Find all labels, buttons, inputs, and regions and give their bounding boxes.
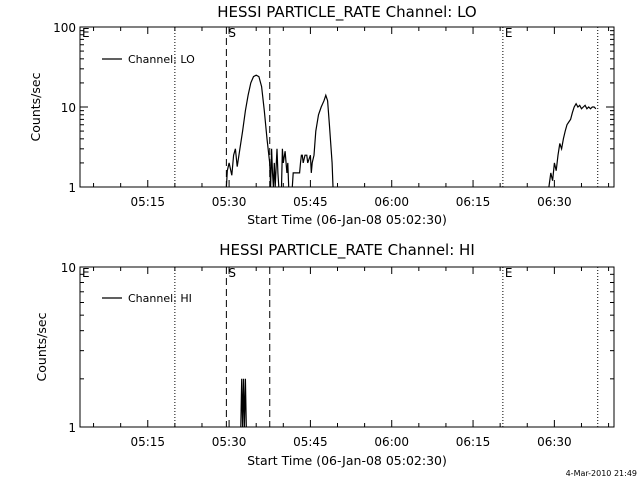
x-tick-label: 06:15 <box>456 195 491 209</box>
series-line <box>280 148 290 188</box>
y-axis-label: Counts/sec <box>28 72 43 141</box>
marker-label: S <box>228 266 236 280</box>
plot-frame <box>79 26 615 188</box>
x-tick-label: 06:30 <box>537 195 572 209</box>
x-axis-label: Start Time (06-Jan-08 05:02:30) <box>247 453 447 468</box>
marker-label: E <box>505 26 513 40</box>
chart-title: HESSI PARTICLE_RATE Channel: HI <box>219 241 475 260</box>
marker-label: E <box>82 266 90 280</box>
y-tick-label: 10 <box>61 101 76 115</box>
chart-title: HESSI PARTICLE_RATE Channel: LO <box>217 3 476 22</box>
x-tick-label: 06:30 <box>537 435 572 449</box>
plot-frame <box>79 266 615 428</box>
y-tick-label: 10 <box>61 261 76 275</box>
marker-label: E <box>505 266 513 280</box>
x-axis-label: Start Time (06-Jan-08 05:02:30) <box>247 212 447 227</box>
y-tick-label: 1 <box>68 181 76 195</box>
legend-label: Channel: HI <box>128 292 192 305</box>
x-tick-label: 05:30 <box>212 195 247 209</box>
x-tick-label: 06:00 <box>374 195 409 209</box>
series-line <box>291 93 334 188</box>
x-tick-label: 05:15 <box>130 435 165 449</box>
chart-panel-hi: HESSI PARTICLE_RATE Channel: HI Start Ti… <box>34 241 615 468</box>
x-tick-label: 05:15 <box>130 195 165 209</box>
x-tick-label: 05:30 <box>212 435 247 449</box>
y-tick-label: 1 <box>68 421 76 435</box>
x-tick-label: 06:00 <box>374 435 409 449</box>
series-line <box>225 74 280 188</box>
series-line <box>240 378 247 428</box>
y-axis-label: Counts/sec <box>34 312 49 381</box>
chart-panel-lo: HESSI PARTICLE_RATE Channel: LO Start Ti… <box>28 3 615 227</box>
y-tick-label: 100 <box>53 21 76 35</box>
footer-timestamp: 4-Mar-2010 21:49 <box>566 469 637 478</box>
series-line <box>548 102 597 188</box>
x-tick-label: 06:15 <box>456 435 491 449</box>
marker-label: S <box>228 26 236 40</box>
x-tick-label: 05:45 <box>293 195 328 209</box>
legend-label: Channel: LO <box>128 53 195 66</box>
x-tick-label: 05:45 <box>293 435 328 449</box>
marker-label: E <box>82 26 90 40</box>
